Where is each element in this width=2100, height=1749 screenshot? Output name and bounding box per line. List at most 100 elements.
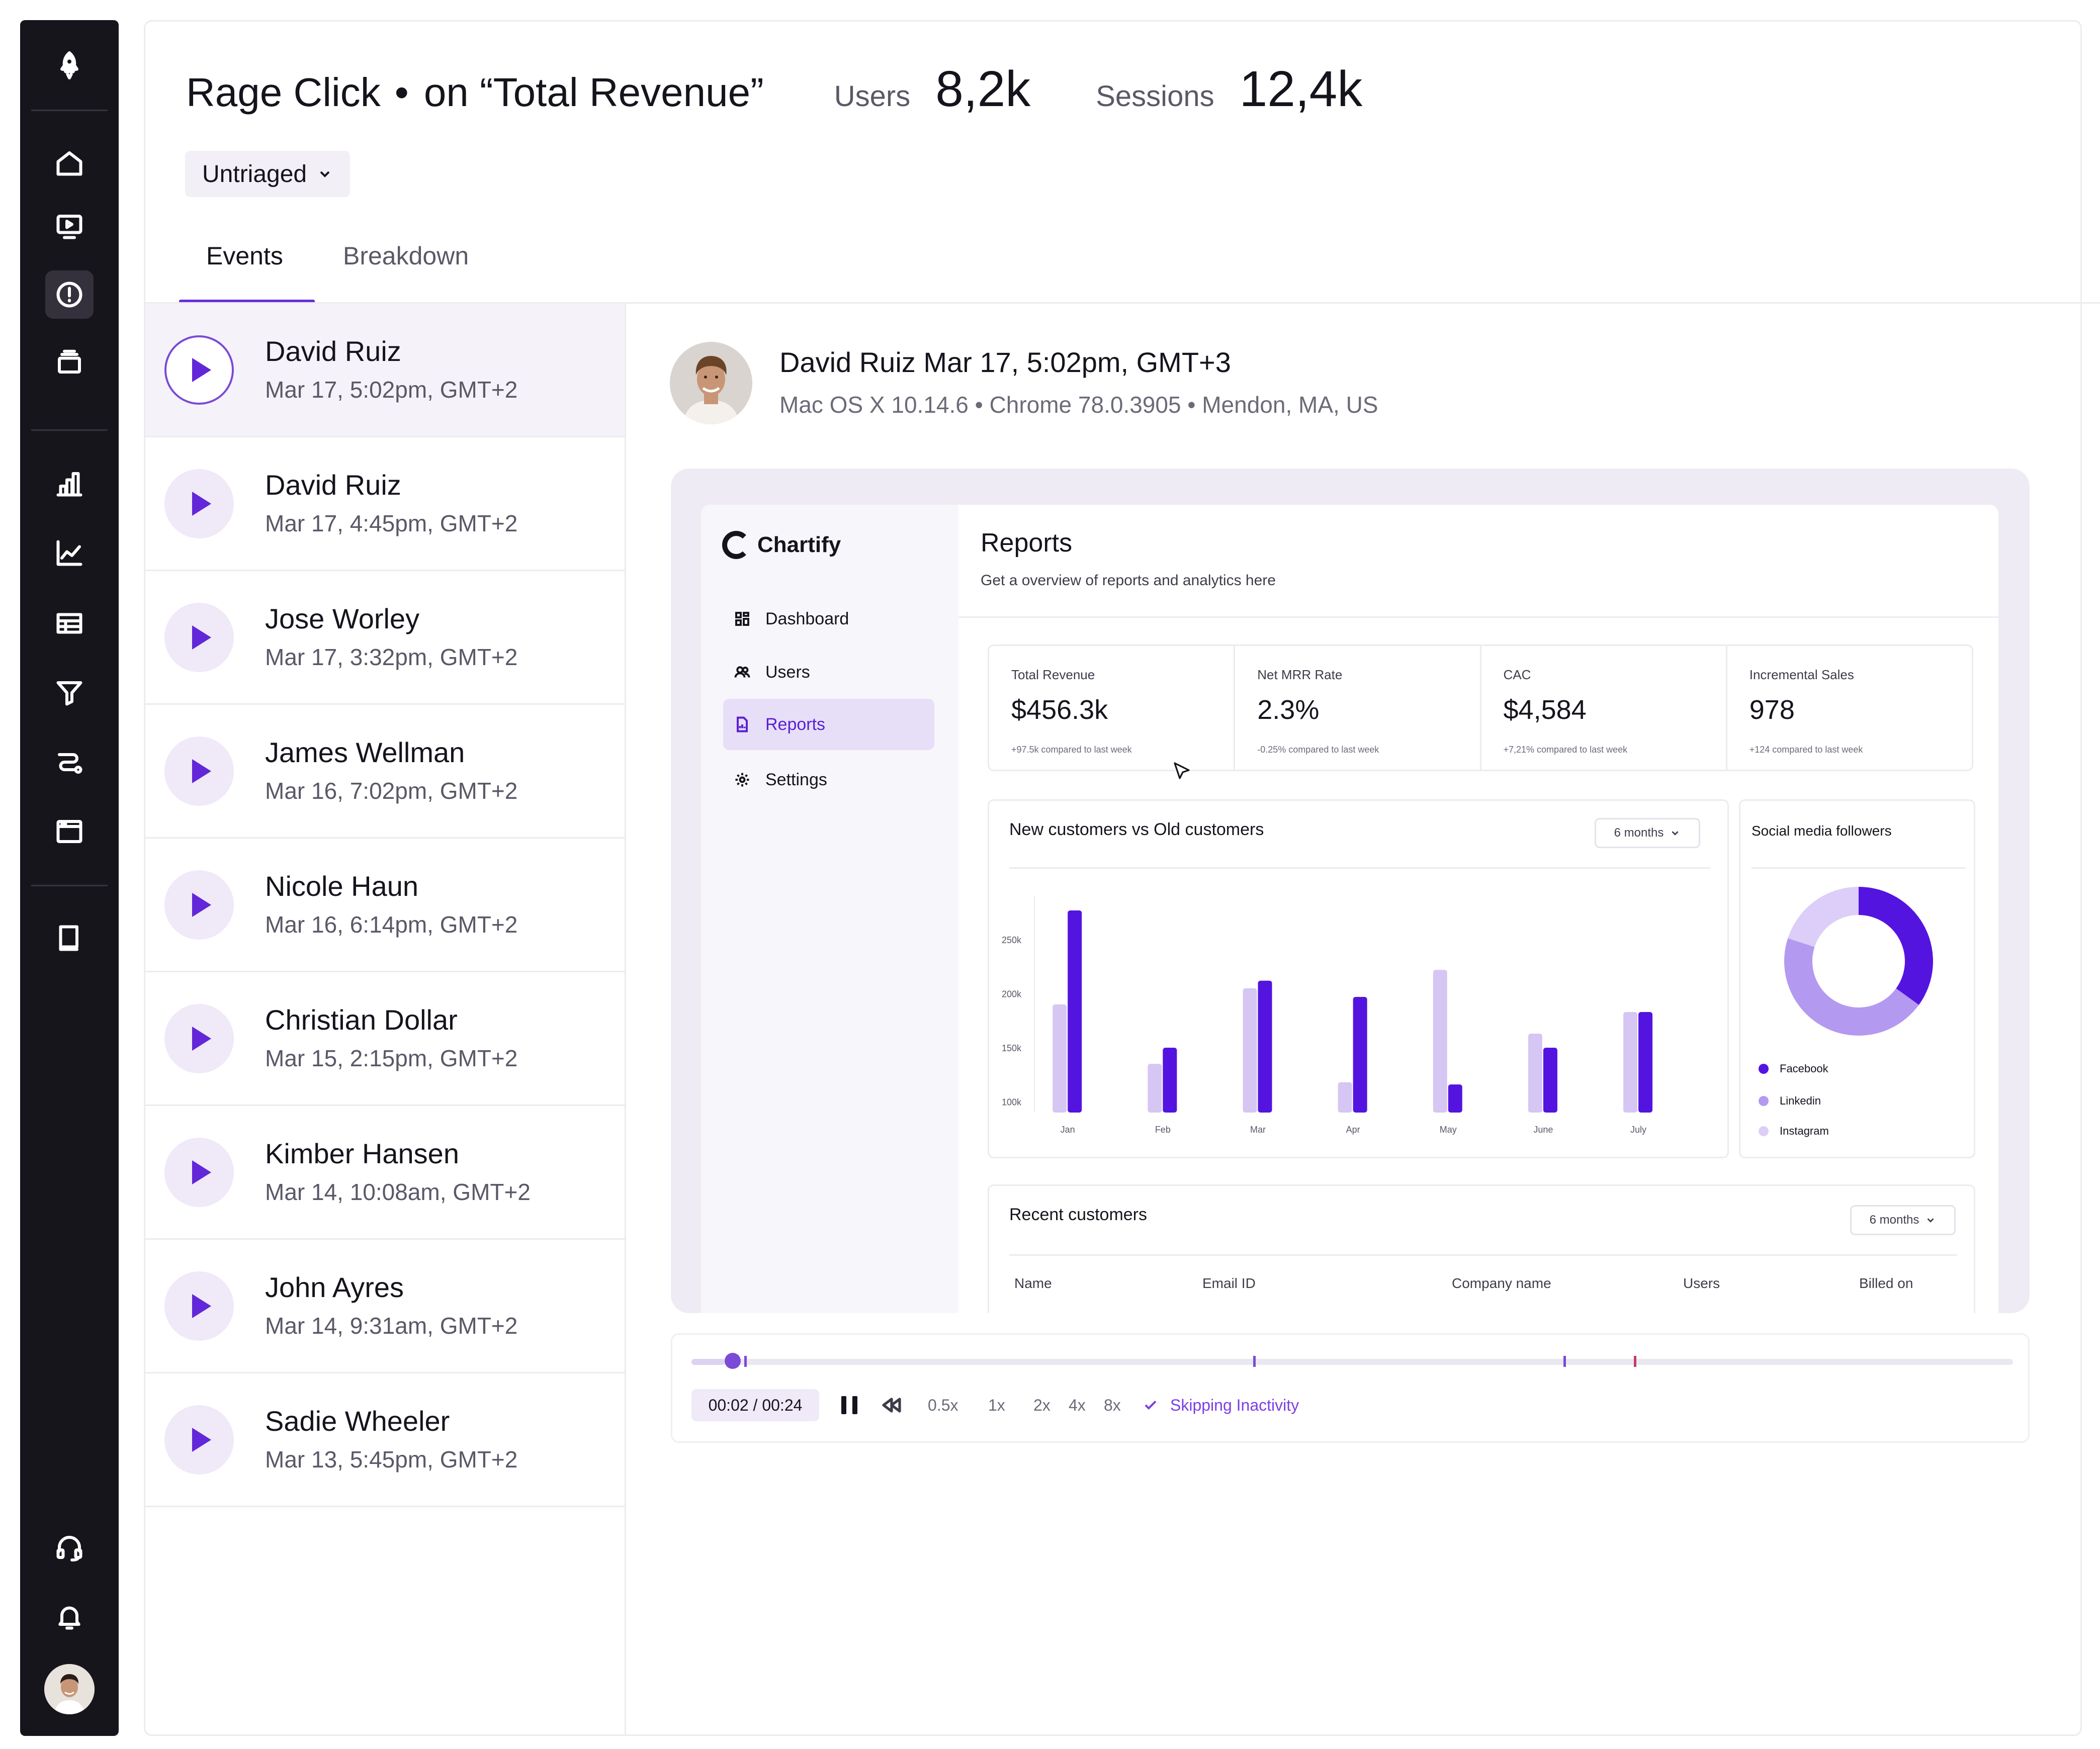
event-user-name: David Ruiz: [265, 469, 401, 501]
event-row[interactable]: David Ruiz Mar 17, 4:45pm, GMT+2: [145, 437, 625, 571]
sessions-stat-label: Sessions: [1096, 80, 1214, 113]
timeline-event-marker[interactable]: [1633, 1356, 1636, 1367]
headset-icon[interactable]: [45, 1523, 94, 1572]
kpi-label: Incremental Sales: [1749, 667, 1854, 682]
play-icon[interactable]: [164, 335, 234, 405]
x-tick-label: Feb: [1155, 1125, 1171, 1135]
play-icon[interactable]: [164, 737, 234, 806]
app-nav-settings[interactable]: Settings: [723, 754, 934, 805]
timeline-event-marker[interactable]: [744, 1356, 747, 1367]
play-icon[interactable]: [164, 1004, 234, 1073]
donut-slice[interactable]: [1788, 887, 1859, 947]
kpi-total-revenue[interactable]: Total Revenue $456.3k +97.5k compared to…: [989, 646, 1236, 770]
column-header-name[interactable]: Name: [1014, 1275, 1052, 1291]
column-header-email[interactable]: Email ID: [1202, 1275, 1256, 1291]
bar[interactable]: [1338, 1082, 1352, 1113]
rocket-icon[interactable]: [45, 41, 94, 89]
event-row[interactable]: John Ayres Mar 14, 9:31am, GMT+2: [145, 1240, 625, 1373]
bell-icon[interactable]: [45, 1593, 94, 1641]
column-header-users[interactable]: Users: [1683, 1275, 1720, 1291]
filter-icon[interactable]: [45, 669, 94, 717]
skip-inactivity-toggle[interactable]: Skipping Inactivity: [1143, 1391, 1299, 1419]
donut-chart: [1784, 887, 1933, 1036]
bar[interactable]: [1353, 996, 1367, 1113]
speed-option-2x[interactable]: 2x: [1033, 1396, 1051, 1414]
bar-chart-icon[interactable]: [45, 459, 94, 508]
donut-slice[interactable]: [1784, 938, 1919, 1036]
recent-range-dropdown[interactable]: 6 months: [1850, 1205, 1956, 1235]
play-icon[interactable]: [164, 1405, 234, 1475]
speed-option-0-5x[interactable]: 0.5x: [928, 1396, 958, 1414]
timeline-event-marker[interactable]: [1253, 1356, 1256, 1367]
status-dropdown[interactable]: Untriaged: [185, 151, 350, 197]
bar-chart-title: New customers vs Old customers: [1009, 820, 1264, 839]
playback-timeline[interactable]: [691, 1353, 2013, 1369]
donut-chart-card: Social media followers Facebook Linkedin I…: [1739, 799, 1975, 1158]
main-frame: [144, 20, 2082, 1736]
bar[interactable]: [1258, 980, 1272, 1113]
table-icon[interactable]: [45, 599, 94, 648]
bar[interactable]: [1543, 1048, 1557, 1113]
stack-icon[interactable]: [45, 338, 94, 386]
play-icon[interactable]: [164, 1138, 234, 1207]
kpi-strip: Total Revenue $456.3k +97.5k compared to…: [988, 645, 1973, 771]
play-icon[interactable]: [164, 1271, 234, 1341]
bar[interactable]: [1448, 1084, 1462, 1113]
bar[interactable]: [1433, 970, 1447, 1113]
play-icon[interactable]: [164, 870, 234, 940]
speed-option-1x[interactable]: 1x: [988, 1396, 1005, 1414]
app-nav-reports[interactable]: Reports: [723, 699, 934, 750]
bar[interactable]: [1163, 1048, 1177, 1113]
bar[interactable]: [1148, 1064, 1162, 1113]
playback-controls: 00:02 / 00:24 0.5x 1x 2x 4x 8x Skipping …: [671, 1333, 2030, 1443]
home-icon[interactable]: [45, 139, 94, 187]
play-icon[interactable]: [164, 469, 234, 538]
app-nav-label: Users: [765, 662, 810, 682]
playback-scrubber[interactable]: [724, 1353, 741, 1369]
bar[interactable]: [1623, 1012, 1638, 1113]
event-row[interactable]: Christian Dollar Mar 15, 2:15pm, GMT+2: [145, 972, 625, 1106]
app-nav-label: Dashboard: [765, 609, 849, 628]
app-nav-users[interactable]: Users: [723, 647, 934, 698]
app-nav-dashboard[interactable]: Dashboard: [723, 593, 934, 645]
speed-option-4x[interactable]: 4x: [1069, 1396, 1086, 1414]
bar[interactable]: [1068, 910, 1082, 1113]
x-tick-label: July: [1630, 1125, 1646, 1135]
event-row[interactable]: Sadie Wheeler Mar 13, 5:45pm, GMT+2: [145, 1373, 625, 1507]
column-header-company[interactable]: Company name: [1452, 1275, 1551, 1291]
session-replay-icon[interactable]: [45, 202, 94, 250]
timeline-event-marker[interactable]: [1563, 1356, 1566, 1367]
event-row[interactable]: Kimber Hansen Mar 14, 10:08am, GMT+2: [145, 1106, 625, 1240]
kpi-label: Net MRR Rate: [1257, 667, 1343, 682]
kpi-label: Total Revenue: [1011, 667, 1095, 682]
bar[interactable]: [1638, 1012, 1653, 1113]
replay-cursor-icon: [1174, 762, 1190, 779]
tabs-divider: [145, 302, 2100, 304]
browser-window-icon[interactable]: [45, 807, 94, 856]
donut-slice[interactable]: [1859, 887, 1933, 1005]
bar[interactable]: [1243, 988, 1257, 1113]
book-icon[interactable]: [45, 914, 94, 962]
event-user-name: Kimber Hansen: [265, 1138, 459, 1169]
event-row[interactable]: David Ruiz Mar 17, 5:02pm, GMT+2: [145, 304, 625, 437]
journey-icon[interactable]: [45, 738, 94, 786]
bar[interactable]: [1053, 1004, 1067, 1113]
event-row[interactable]: James Wellman Mar 16, 7:02pm, GMT+2: [145, 705, 625, 839]
bar-chart-range-dropdown[interactable]: 6 months: [1595, 818, 1700, 848]
pause-button[interactable]: [838, 1394, 860, 1416]
tab-breakdown[interactable]: Breakdown: [343, 242, 469, 270]
line-chart-icon[interactable]: [45, 529, 94, 577]
play-icon[interactable]: [164, 603, 234, 672]
kpi-label: CAC: [1503, 667, 1531, 682]
user-avatar[interactable]: [44, 1664, 95, 1714]
event-row[interactable]: Nicole Haun Mar 16, 6:14pm, GMT+2: [145, 839, 625, 972]
rewind-button[interactable]: [880, 1394, 904, 1416]
session-replay-viewport[interactable]: Chartify Dashboard Users Reports Setting…: [671, 469, 2030, 1313]
bar[interactable]: [1528, 1034, 1542, 1113]
event-row[interactable]: Jose Worley Mar 17, 3:32pm, GMT+2: [145, 571, 625, 705]
tab-events[interactable]: Events: [206, 242, 283, 270]
column-header-billed-on[interactable]: Billed on: [1859, 1275, 1913, 1291]
replayed-app-window: Chartify Dashboard Users Reports Setting…: [701, 505, 1998, 1313]
alert-circle-icon[interactable]: [45, 270, 94, 319]
speed-option-8x[interactable]: 8x: [1104, 1396, 1121, 1414]
